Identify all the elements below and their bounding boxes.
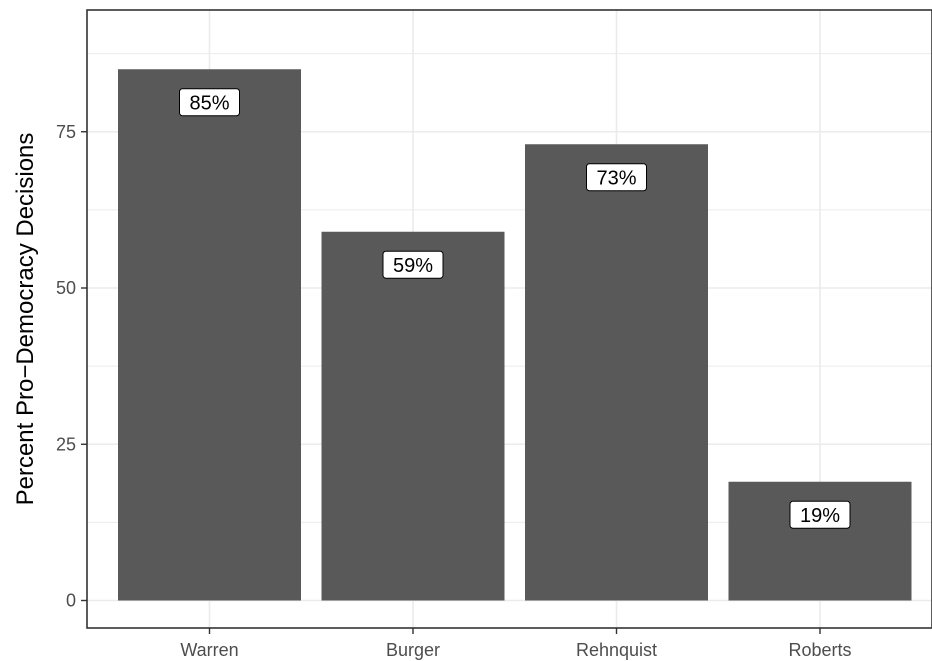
x-axis: Warren Burger Rehnquist Roberts: [180, 628, 852, 660]
data-labels: 85% 59% 73% 19%: [179, 88, 851, 529]
bar: [321, 231, 505, 601]
y-tick-label: 25: [56, 434, 76, 454]
data-label: 19%: [800, 505, 840, 527]
y-tick-label: 75: [56, 122, 76, 142]
x-tick-label: Roberts: [788, 640, 851, 660]
y-tick-label: 0: [66, 591, 76, 611]
y-axis: 0 25 50 75: [56, 122, 87, 611]
bar: [525, 144, 708, 601]
data-label: 85%: [189, 92, 229, 114]
data-label-box: [789, 500, 851, 529]
data-label-box: [179, 88, 240, 117]
bar: [728, 481, 912, 601]
x-tick-label: Warren: [180, 640, 238, 660]
data-label-box: [382, 250, 444, 279]
plot-panel-border: [86, 9, 932, 629]
bar: [118, 69, 301, 601]
y-tick-label: 50: [56, 278, 76, 298]
data-label: 59%: [393, 255, 433, 277]
data-label-box: [586, 163, 647, 192]
x-tick-label: Burger: [386, 640, 440, 660]
bars: [118, 69, 912, 601]
y-axis-title: Percent Pro−Democracy Decisions: [12, 133, 39, 506]
data-label: 73%: [596, 167, 636, 189]
x-tick-label: Rehnquist: [576, 640, 657, 660]
